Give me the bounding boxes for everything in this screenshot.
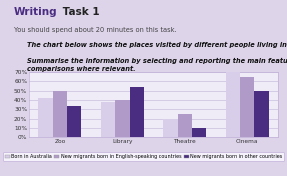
Bar bbox=[192, 128, 206, 137]
Bar bbox=[115, 100, 129, 137]
Bar bbox=[254, 91, 269, 137]
Bar bbox=[163, 119, 178, 137]
Bar bbox=[178, 114, 192, 137]
Text: Summarise the information by selecting and reporting the main features, and make: Summarise the information by selecting a… bbox=[28, 58, 287, 72]
Bar bbox=[226, 72, 240, 137]
Bar bbox=[240, 77, 254, 137]
Text: The chart below shows the places visited by different people living in Australia: The chart below shows the places visited… bbox=[28, 42, 287, 48]
Bar bbox=[53, 91, 67, 137]
Text: Writing: Writing bbox=[14, 7, 58, 17]
Bar bbox=[38, 98, 53, 137]
Bar bbox=[129, 87, 144, 137]
Text: Task 1: Task 1 bbox=[59, 7, 99, 17]
Bar bbox=[101, 102, 115, 137]
Text: You should spend about 20 minutes on this task.: You should spend about 20 minutes on thi… bbox=[14, 27, 177, 33]
Legend: Born in Australia, New migrants born in English-speaking countries, New migrants: Born in Australia, New migrants born in … bbox=[3, 152, 284, 161]
Bar bbox=[67, 106, 82, 137]
